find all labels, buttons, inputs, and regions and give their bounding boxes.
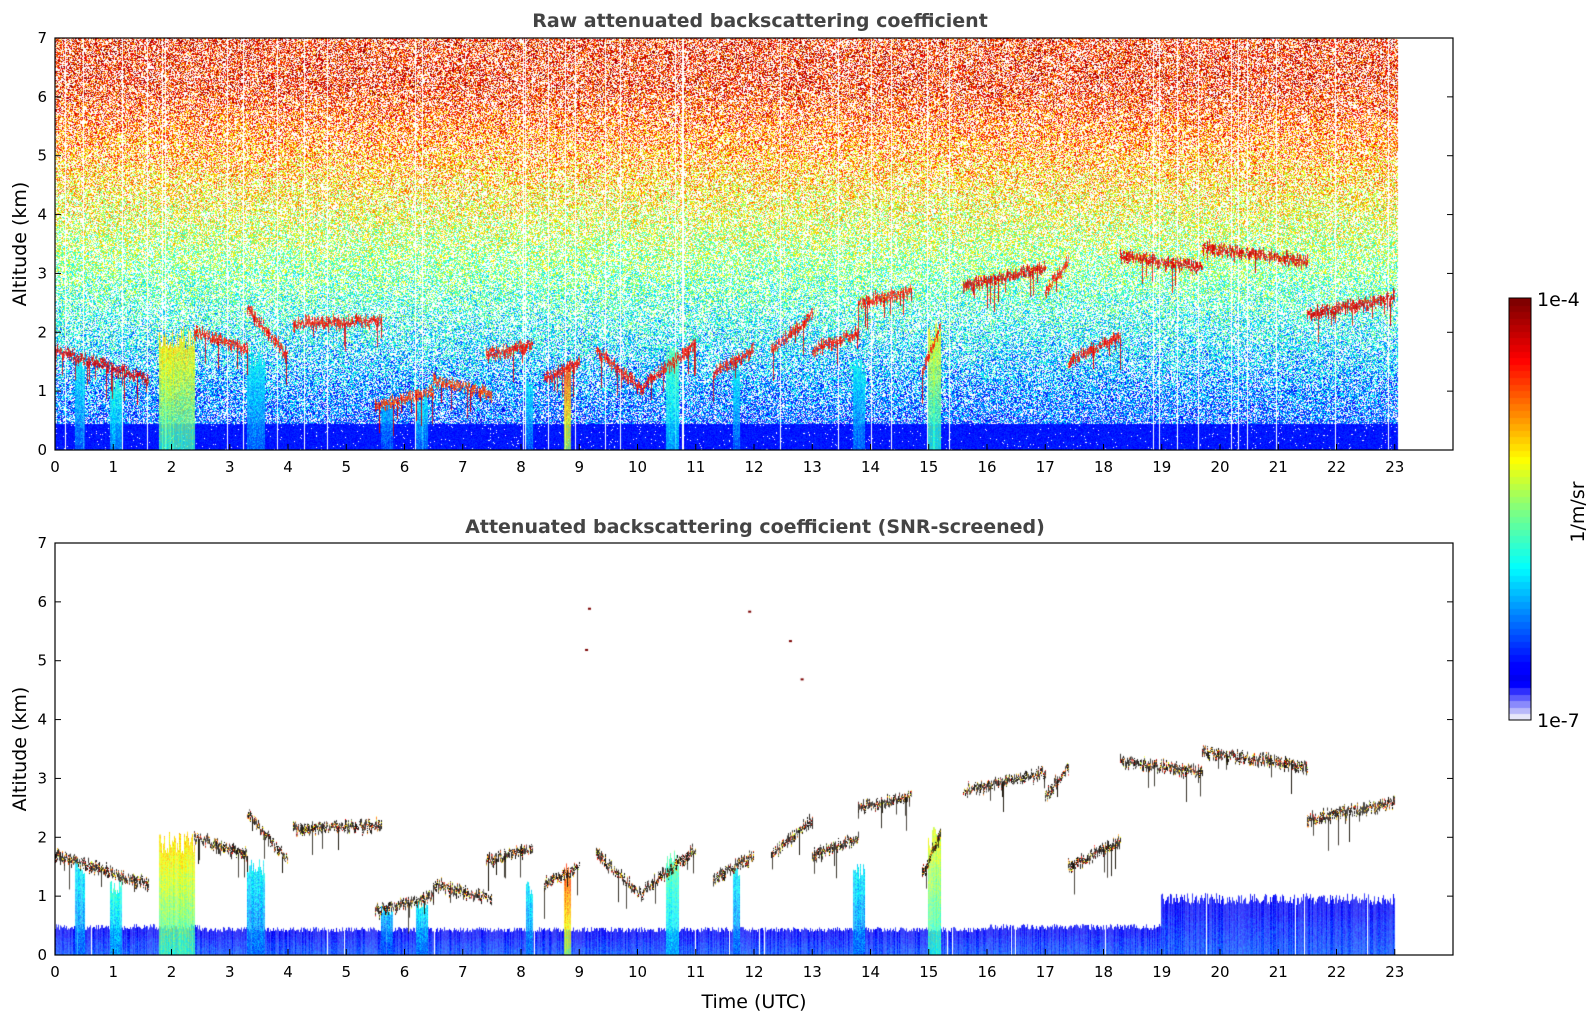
top-x-tick-label: 5 bbox=[341, 458, 351, 476]
colorbar: 1e-4 1e-7 1/m/sr bbox=[1508, 289, 1589, 732]
bottom-y-tick-label: 0 bbox=[37, 946, 47, 964]
top-x-tick-label: 4 bbox=[283, 458, 293, 476]
top-x-tick-label: 20 bbox=[1210, 458, 1229, 476]
bottom-y-tick-label: 1 bbox=[37, 887, 47, 905]
top-x-tick-label: 1 bbox=[108, 458, 118, 476]
top-x-tick-label: 23 bbox=[1385, 458, 1404, 476]
bottom-x-tick-label: 20 bbox=[1210, 963, 1229, 981]
top-x-tick-label: 16 bbox=[977, 458, 996, 476]
top-y-tick-label: 7 bbox=[37, 29, 47, 47]
bottom-x-tick-label: 10 bbox=[628, 963, 647, 981]
bottom-x-tick-label: 8 bbox=[516, 963, 526, 981]
bottom-y-tick-label: 2 bbox=[37, 828, 47, 846]
top-panel-title: Raw attenuated backscattering coefficien… bbox=[532, 10, 988, 32]
top-x-tick-label: 18 bbox=[1094, 458, 1113, 476]
top-x-tick-label: 21 bbox=[1269, 458, 1288, 476]
bottom-y-tick-label: 7 bbox=[37, 534, 47, 552]
bottom-y-tick-label: 6 bbox=[37, 593, 47, 611]
top-axis-ticks: 0 1 2 3 4 5 6 7 8 9 10 11 12 13 14 15 16 17 18 19 20 21 22 2301… bbox=[37, 29, 1453, 476]
bottom-panel-title: Attenuated backscattering coefficient (S… bbox=[465, 516, 1045, 538]
colorbar-frame bbox=[1508, 297, 1532, 721]
top-x-tick-label: 6 bbox=[400, 458, 410, 476]
bottom-x-tick-label: 21 bbox=[1269, 963, 1288, 981]
bottom-x-tick-label: 4 bbox=[283, 963, 293, 981]
top-x-tick-label: 11 bbox=[686, 458, 705, 476]
top-y-tick-label: 3 bbox=[37, 264, 47, 282]
bottom-x-tick-label: 14 bbox=[861, 963, 880, 981]
top-y-tick-label: 1 bbox=[37, 382, 47, 400]
colorbar-min-label: 1e-7 bbox=[1537, 710, 1580, 732]
bottom-y-axis-label: Altitude (km) bbox=[9, 687, 31, 812]
bottom-x-tick-label: 6 bbox=[400, 963, 410, 981]
bottom-x-tick-label: 15 bbox=[919, 963, 938, 981]
bottom-x-tick-label: 18 bbox=[1094, 963, 1113, 981]
top-x-tick-label: 17 bbox=[1036, 458, 1055, 476]
top-y-tick-label: 4 bbox=[37, 206, 47, 224]
bottom-x-tick-label: 5 bbox=[341, 963, 351, 981]
top-x-tick-label: 15 bbox=[919, 458, 938, 476]
bottom-x-tick-label: 3 bbox=[225, 963, 235, 981]
top-x-tick-label: 2 bbox=[167, 458, 177, 476]
bottom-x-tick-label: 11 bbox=[686, 963, 705, 981]
top-y-tick-label: 2 bbox=[37, 323, 47, 341]
top-x-tick-label: 12 bbox=[744, 458, 763, 476]
bottom-heatmap bbox=[55, 543, 1453, 955]
top-x-tick-label: 7 bbox=[458, 458, 468, 476]
bottom-x-tick-label: 1 bbox=[108, 963, 118, 981]
bottom-x-tick-label: 9 bbox=[574, 963, 584, 981]
bottom-x-tick-label: 13 bbox=[803, 963, 822, 981]
bottom-x-tick-label: 16 bbox=[977, 963, 996, 981]
colorbar-unit-label: 1/m/sr bbox=[1567, 481, 1589, 542]
top-x-tick-label: 0 bbox=[50, 458, 60, 476]
top-x-tick-label: 19 bbox=[1152, 458, 1171, 476]
bottom-y-tick-label: 3 bbox=[37, 769, 47, 787]
bottom-x-tick-label: 19 bbox=[1152, 963, 1171, 981]
bottom-panel: Attenuated backscattering coefficient (S… bbox=[9, 516, 1454, 1013]
bottom-x-tick-label: 12 bbox=[744, 963, 763, 981]
top-x-tick-label: 9 bbox=[574, 458, 584, 476]
bottom-axis-ticks: 0 1 2 3 4 5 6 7 8 9 10 11 12 13 14 15 16 17 18 19 20 21 22 2301… bbox=[37, 534, 1453, 981]
top-y-tick-label: 0 bbox=[37, 441, 47, 459]
top-y-tick-label: 6 bbox=[37, 88, 47, 106]
bottom-x-tick-label: 2 bbox=[167, 963, 177, 981]
top-heatmap bbox=[55, 38, 1453, 450]
colorbar-gradient bbox=[1509, 298, 1531, 720]
bottom-x-tick-label: 23 bbox=[1385, 963, 1404, 981]
top-x-tick-label: 14 bbox=[861, 458, 880, 476]
x-axis-label: Time (UTC) bbox=[700, 991, 806, 1013]
top-y-axis-label: Altitude (km) bbox=[9, 182, 31, 307]
bottom-y-tick-label: 4 bbox=[37, 711, 47, 729]
top-x-tick-label: 22 bbox=[1327, 458, 1346, 476]
bottom-x-tick-label: 22 bbox=[1327, 963, 1346, 981]
bottom-x-tick-label: 17 bbox=[1036, 963, 1055, 981]
top-x-tick-label: 3 bbox=[225, 458, 235, 476]
colorbar-max-label: 1e-4 bbox=[1537, 289, 1580, 311]
bottom-y-tick-label: 5 bbox=[37, 652, 47, 670]
bottom-x-tick-label: 0 bbox=[50, 963, 60, 981]
top-x-tick-label: 10 bbox=[628, 458, 647, 476]
top-x-tick-label: 13 bbox=[803, 458, 822, 476]
top-panel: Raw attenuated backscattering coefficien… bbox=[9, 10, 1454, 476]
top-y-tick-label: 5 bbox=[37, 147, 47, 165]
top-x-tick-label: 8 bbox=[516, 458, 526, 476]
bottom-x-tick-label: 7 bbox=[458, 963, 468, 981]
